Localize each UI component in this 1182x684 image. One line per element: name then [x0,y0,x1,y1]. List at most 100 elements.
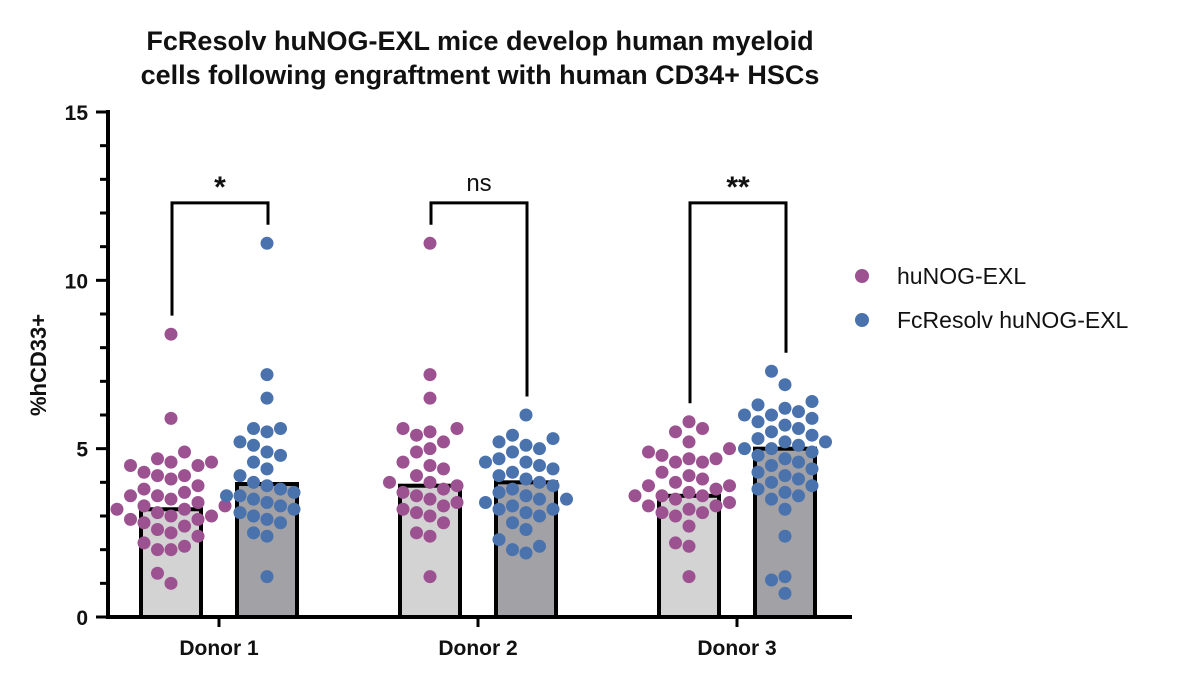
data-point [191,512,205,526]
data-point [151,452,164,466]
data-point [778,502,792,516]
data-point [247,509,260,523]
data-point [437,462,450,476]
data-point [164,472,178,486]
data-point [260,496,274,510]
data-point [479,455,492,469]
data-point [410,445,423,459]
data-point [751,432,765,446]
data-point [410,526,423,540]
data-point [247,455,260,469]
data-point [533,492,546,506]
significance-bracket [170,201,270,316]
data-point [274,482,287,496]
data-point [164,509,178,523]
data-point [696,472,709,486]
data-point [137,482,151,496]
data-point [506,499,519,513]
data-point [519,438,533,452]
y-tick-label: 15 [65,102,89,125]
data-point [260,479,274,493]
significance-label: * [214,171,226,204]
legend-marker [855,313,869,327]
data-point [709,452,723,466]
data-point [151,543,164,557]
data-point [423,459,437,472]
data-point [546,432,560,446]
data-point [682,415,696,429]
data-point [164,492,178,506]
data-point [546,502,560,516]
data-point [669,492,682,506]
bar [139,507,203,619]
data-point [805,411,819,425]
data-point [765,475,778,489]
data-point [519,546,533,560]
data-point [655,506,669,520]
data-point [164,526,178,540]
data-point [778,401,792,415]
data-point [247,492,260,506]
data-point [178,502,191,516]
data-point [233,469,247,483]
data-point [533,539,546,553]
data-point [260,368,274,382]
data-point [437,435,450,449]
data-point [247,526,260,540]
data-point [519,408,533,422]
data-point [669,509,682,523]
data-point [410,428,423,442]
data-point [437,516,450,530]
data-point [178,485,191,499]
data-point [805,462,819,476]
data-point [765,492,778,506]
axes: 0 5 10 15 Donor 1 Donor 2 Donor 3 [65,102,852,660]
data-point [110,502,124,516]
data-point [723,442,736,456]
data-point [642,499,655,513]
data-point [819,435,832,449]
data-point [233,435,247,449]
data-point [669,425,682,439]
data-point [682,519,696,533]
x-tick-label: Donor 2 [438,637,517,660]
data-point [792,421,805,435]
data-point [260,425,274,439]
data-point [260,236,274,250]
data-point [765,425,778,439]
chart-title-line-2: cells following engraftment with human C… [141,60,820,90]
significance-label: ns [466,170,491,197]
data-point [696,421,709,435]
data-point [709,482,723,496]
data-point [546,479,560,493]
data-point [260,570,274,584]
data-point [218,499,232,513]
data-point [178,469,191,483]
data-point [519,472,533,486]
data-point [805,445,819,459]
data-point [450,421,464,435]
data-point [383,475,396,489]
data-point [178,539,191,553]
chart-title-line-1: FcResolv huNOG-EXL mice develop human my… [146,26,813,56]
data-point [396,455,410,469]
data-point [423,529,437,543]
data-point [164,576,178,590]
data-point [233,489,247,503]
data-point [205,455,218,469]
data-point [751,465,765,479]
data-point [805,395,819,409]
data-point [682,435,696,449]
data-point [191,479,205,493]
data-point [669,475,682,489]
data-point [682,570,696,584]
data-point [765,364,778,378]
data-point [205,509,218,523]
data-point [437,482,450,496]
x-tick-label: Donor 1 [179,637,259,660]
data-point [751,448,765,462]
data-point [751,415,765,429]
data-points [110,236,832,600]
data-point [492,502,506,516]
data-point [164,543,178,557]
